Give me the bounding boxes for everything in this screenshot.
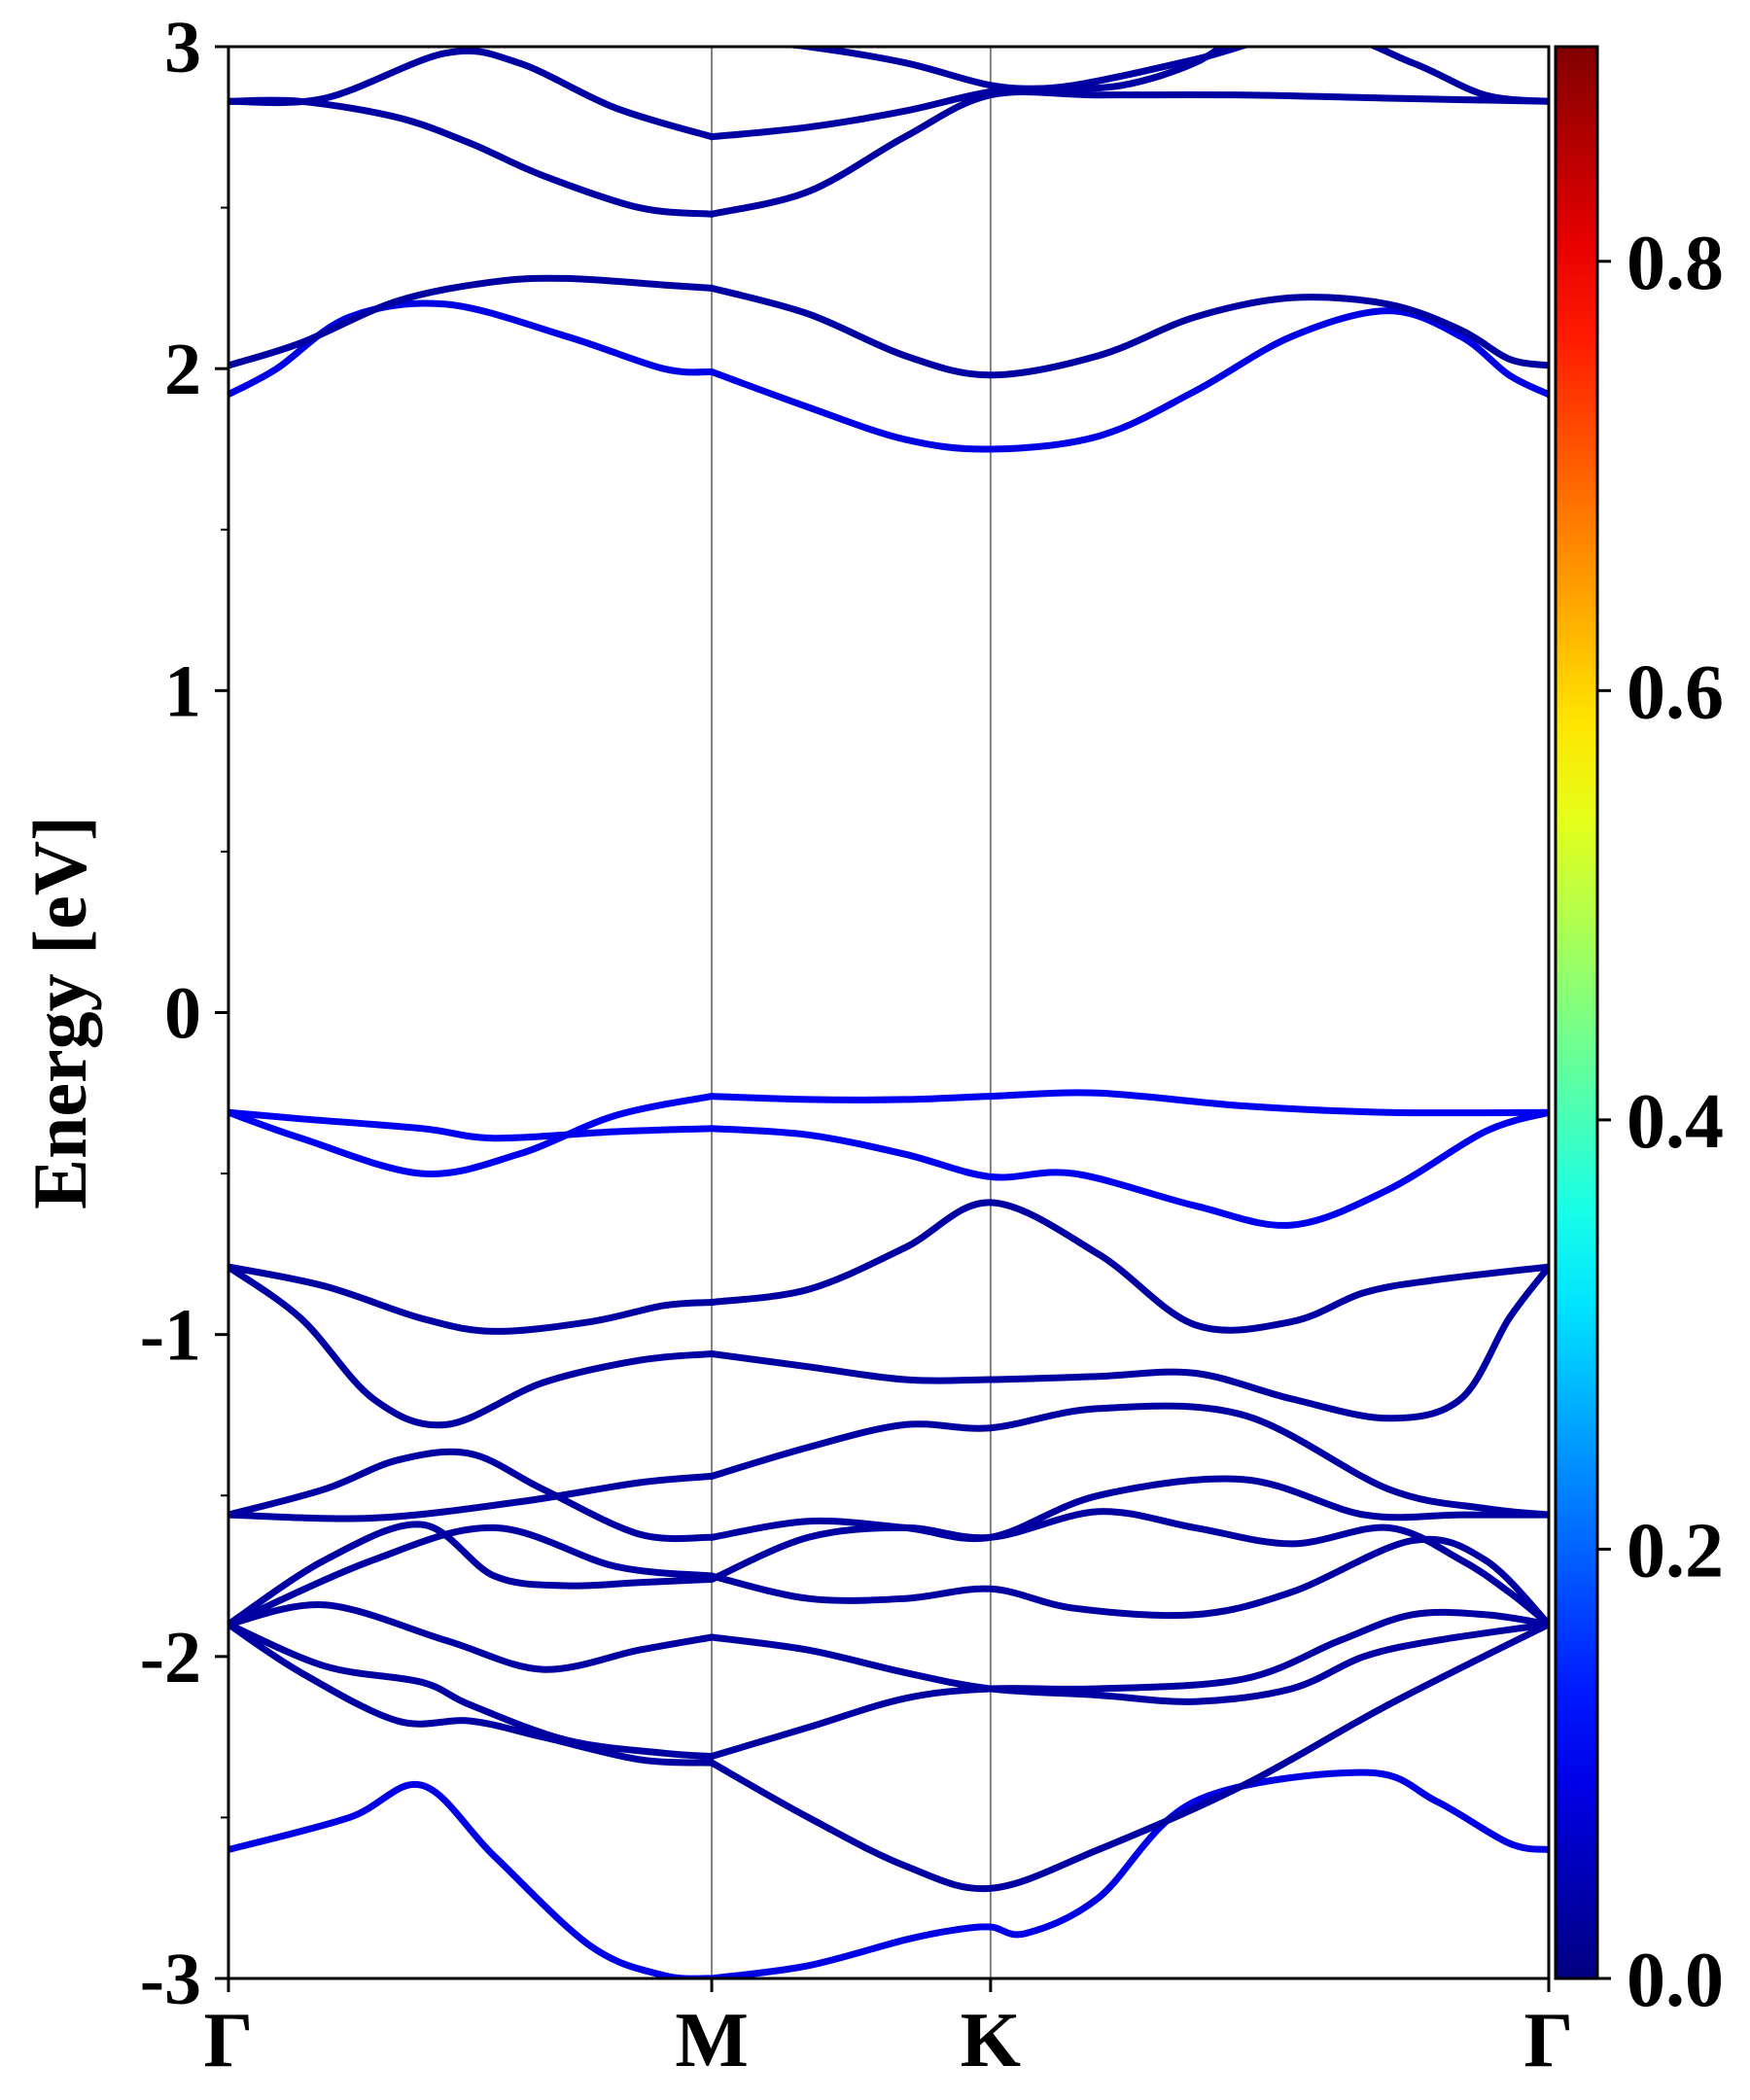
band-line-19 bbox=[708, 1199, 1549, 1334]
x-tick-label-2: K bbox=[961, 1998, 1021, 2083]
x-tick-label-3: Γ bbox=[1524, 1998, 1574, 2083]
y-tick-label: -2 bbox=[140, 1617, 201, 1698]
band-line-5 bbox=[708, 1608, 1549, 1760]
colorbar bbox=[1554, 45, 1599, 1980]
band-line-2 bbox=[228, 1621, 716, 1767]
band-line-10 bbox=[228, 1523, 716, 1628]
band-line-22 bbox=[228, 1093, 716, 1177]
band-line-1 bbox=[708, 1768, 1549, 1978]
colorbar-tick-label: 0.2 bbox=[1627, 1508, 1724, 1593]
band-line-23 bbox=[708, 1089, 1549, 1117]
y-axis-ticks: -3 -2 -1 0 1 2 3 bbox=[140, 7, 228, 2020]
y-tick-label: 1 bbox=[164, 650, 201, 732]
band-lines bbox=[228, 47, 1549, 1978]
colorbar-tick-label: 0.8 bbox=[1627, 221, 1724, 306]
band-line-31 bbox=[708, 47, 1549, 141]
band-line-17 bbox=[708, 1263, 1549, 1422]
colorbar-tick-label: 0.6 bbox=[1627, 649, 1724, 735]
y-tick-label: -3 bbox=[140, 1939, 201, 2020]
band-line-11 bbox=[708, 1535, 1549, 1628]
band-line-9 bbox=[708, 1508, 1549, 1628]
band-line-6 bbox=[228, 1601, 716, 1673]
band-line-24 bbox=[228, 299, 716, 399]
band-line-15 bbox=[708, 1402, 1549, 1519]
y-axis-label: Energy [eV] bbox=[18, 816, 102, 1209]
band-line-20 bbox=[228, 1108, 716, 1142]
band-line-0 bbox=[228, 1780, 716, 1978]
band-line-18 bbox=[228, 1263, 716, 1335]
colorbar-ticks: 0.0 0.2 0.4 0.6 0.8 bbox=[1597, 221, 1724, 2023]
band-line-4 bbox=[228, 1621, 716, 1760]
colorbar-tick-label: 0.0 bbox=[1627, 1938, 1724, 2023]
band-line-26 bbox=[228, 274, 716, 369]
band-line-32 bbox=[778, 47, 1228, 92]
x-tick-label-1: M bbox=[675, 1998, 749, 2083]
band-line-3 bbox=[708, 1621, 1549, 1893]
colorbar-tick-label: 0.4 bbox=[1627, 1079, 1724, 1165]
y-tick-label: 2 bbox=[164, 329, 201, 410]
band-line-21 bbox=[708, 1108, 1549, 1229]
band-line-27 bbox=[708, 284, 1549, 379]
band-line-7 bbox=[708, 1621, 1549, 1705]
band-line-16 bbox=[228, 1263, 716, 1429]
y-tick-label: 0 bbox=[164, 973, 201, 1055]
band-line-29 bbox=[708, 88, 1549, 218]
band-line-13 bbox=[708, 1475, 1549, 1543]
band-line-12 bbox=[228, 1448, 716, 1543]
y-tick-label: -1 bbox=[140, 1295, 201, 1377]
band-line-25 bbox=[708, 307, 1549, 453]
band-line-14 bbox=[228, 1472, 716, 1522]
band-line-30 bbox=[228, 47, 716, 141]
plot-frame bbox=[227, 45, 1551, 1980]
band-line-8 bbox=[228, 1521, 716, 1628]
x-tick-label-0: Γ bbox=[204, 1998, 254, 2083]
y-tick-label: 3 bbox=[164, 7, 201, 88]
